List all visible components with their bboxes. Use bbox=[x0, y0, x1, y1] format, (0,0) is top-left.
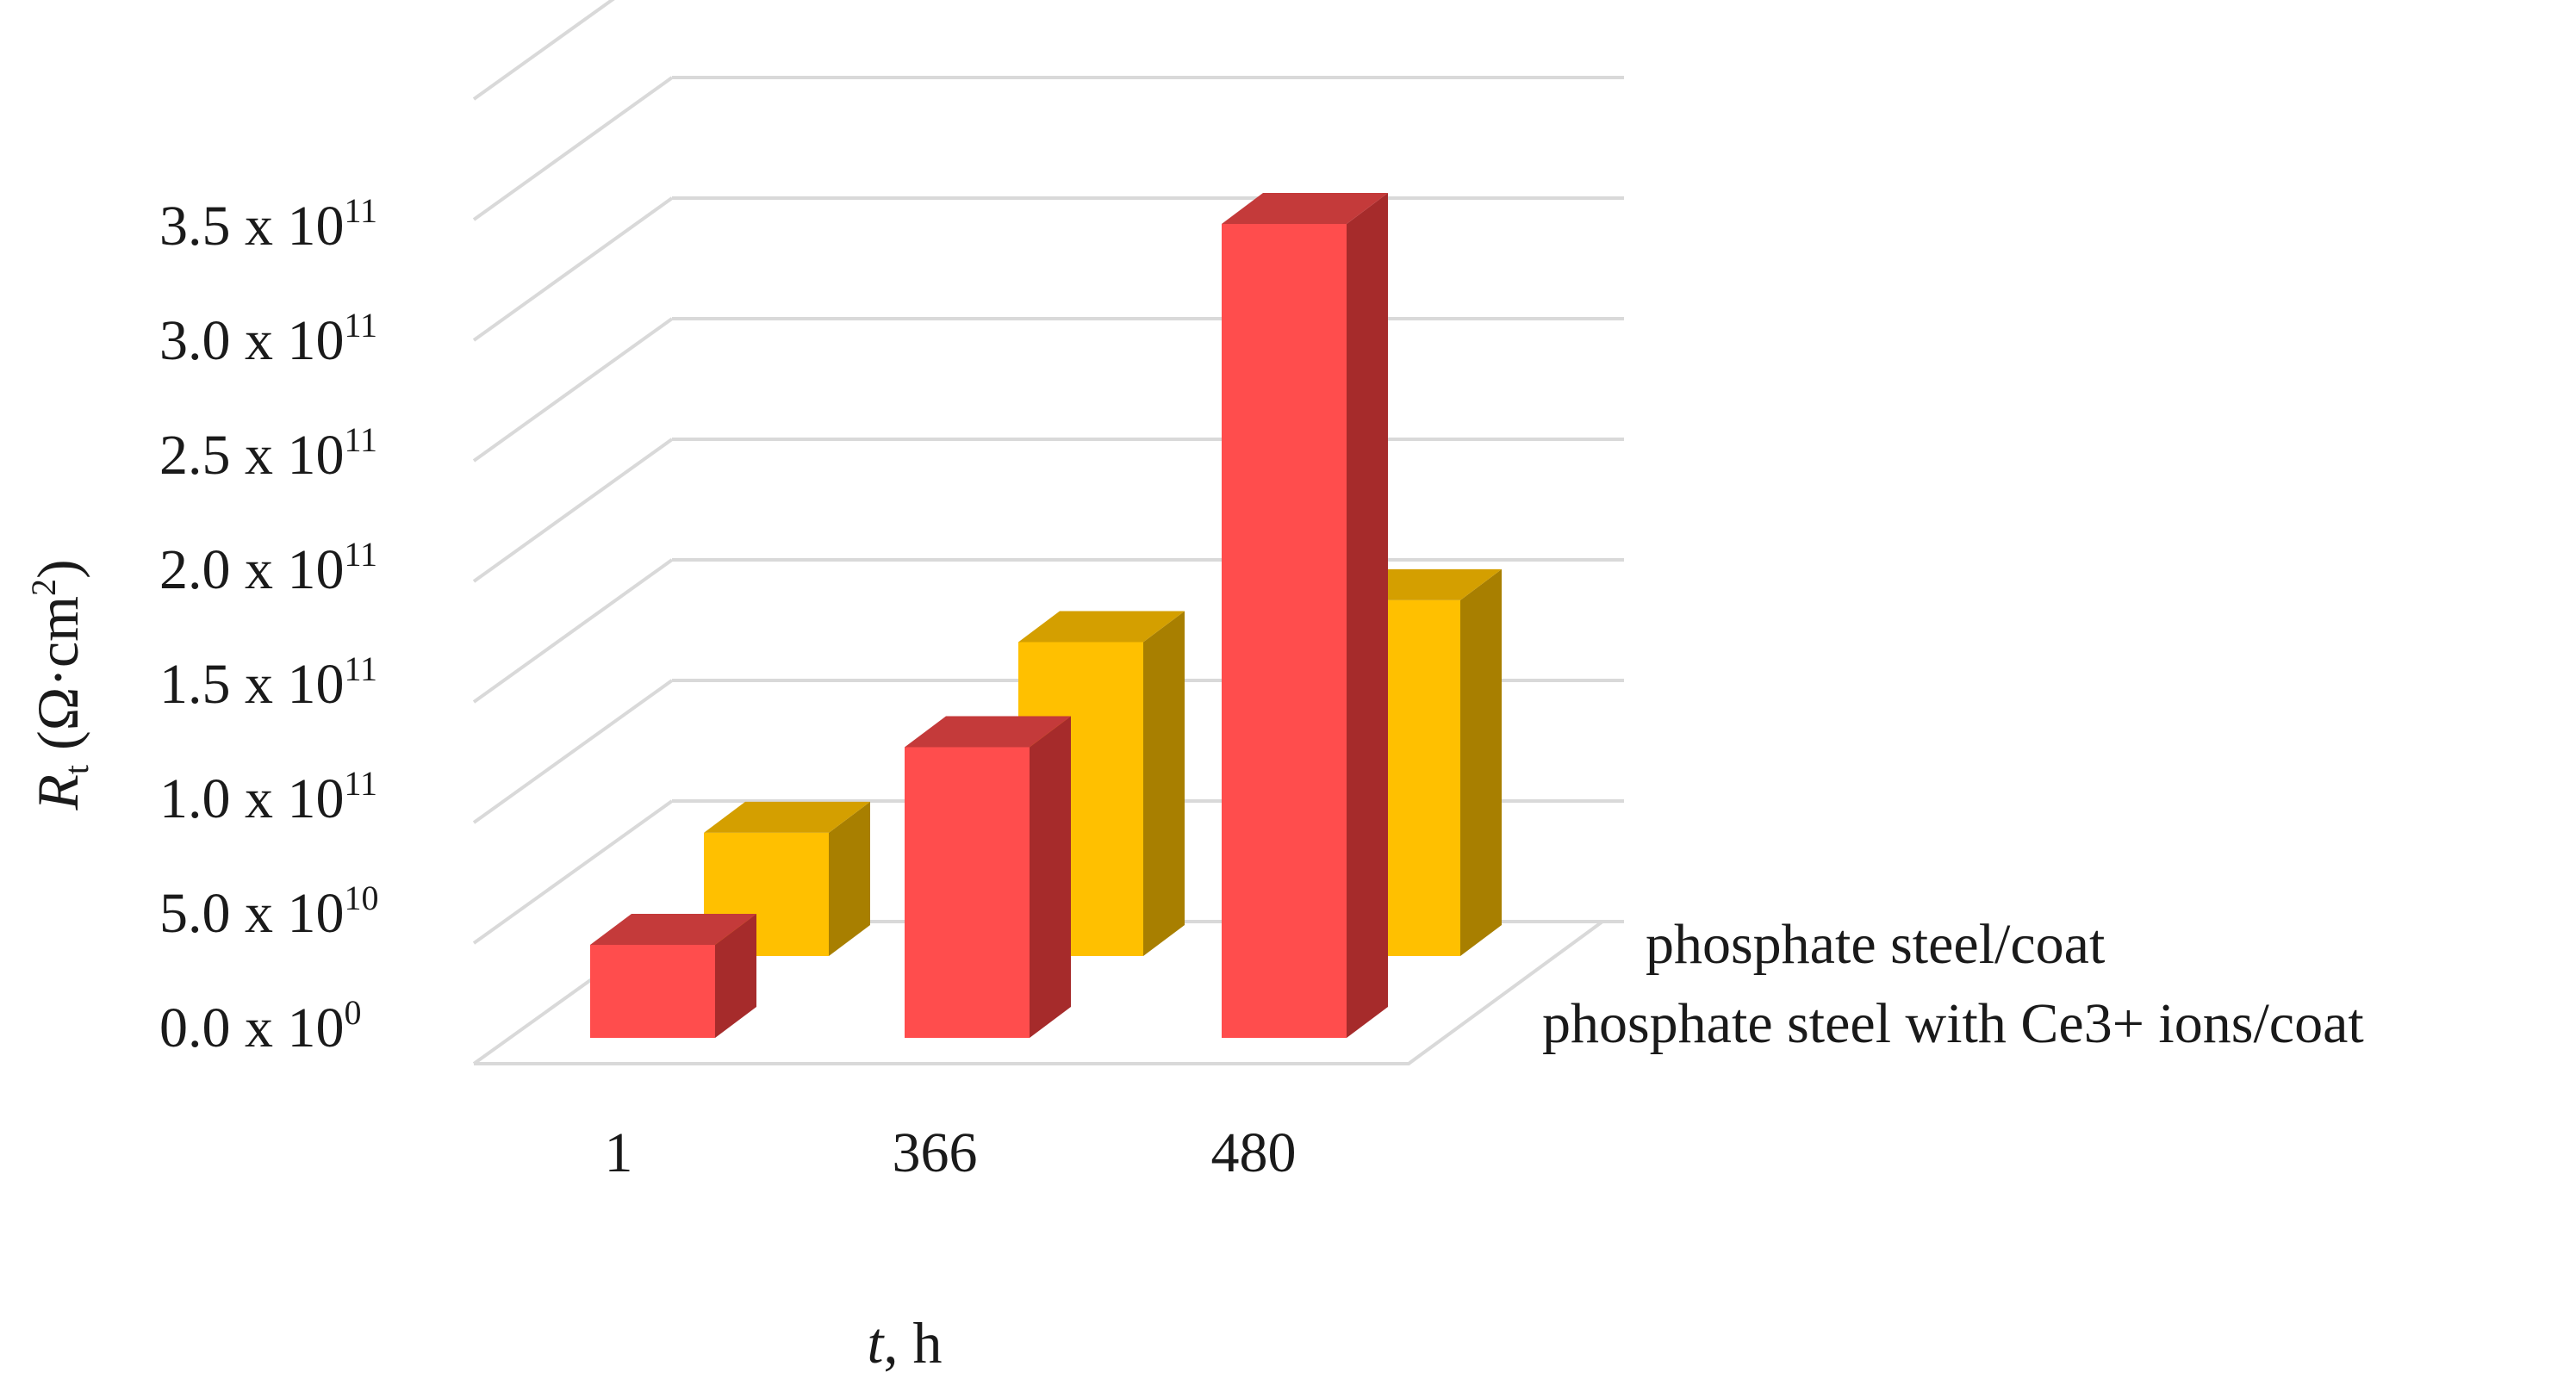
bar-front-series-366-top bbox=[905, 716, 1071, 748]
y-tick-label: 2.5 x 1011 bbox=[159, 420, 377, 487]
gridline-diagonal bbox=[472, 438, 674, 583]
bar-front-series-480-side bbox=[1347, 193, 1388, 1038]
y-axis-unit-exponent: 2 bbox=[24, 579, 63, 596]
floor-outline bbox=[474, 920, 1624, 1065]
y-tick-mantissa: 2.5 x 10 bbox=[159, 424, 345, 487]
y-tick-exponent: 11 bbox=[345, 191, 378, 230]
bar-front-series-480-top bbox=[1222, 193, 1388, 224]
y-tick-label: 5.0 x 1010 bbox=[159, 879, 379, 945]
y-tick-label: 3.5 x 1011 bbox=[159, 191, 377, 258]
bar-front-series-1-front bbox=[590, 945, 715, 1038]
gridline-diagonal bbox=[472, 558, 674, 704]
bar-front-series-366-side bbox=[1030, 716, 1071, 1038]
y-axis-subscript: t bbox=[57, 765, 96, 774]
y-tick-mantissa: 1.5 x 10 bbox=[159, 653, 345, 716]
bar-front-series-366 bbox=[905, 716, 1071, 1038]
bar-back-series-1-top bbox=[704, 801, 870, 833]
gridline-diagonal bbox=[472, 317, 674, 463]
bar-back-series-480-side bbox=[1460, 568, 1502, 956]
y-axis-unit-close: ) bbox=[25, 559, 90, 579]
x-axis-unit: , h bbox=[883, 1310, 942, 1375]
y-tick-mantissa: 2.0 x 10 bbox=[159, 538, 345, 601]
y-tick-mantissa: 5.0 x 10 bbox=[159, 882, 345, 945]
y-tick-mantissa: 3.0 x 10 bbox=[159, 309, 345, 372]
y-tick-exponent: 11 bbox=[345, 764, 378, 803]
bar-front-series-1-side bbox=[715, 914, 756, 1038]
x-tick-label: 366 bbox=[893, 1121, 978, 1184]
y-tick-mantissa: 3.5 x 10 bbox=[159, 195, 345, 258]
y-tick-label: 1.0 x 1011 bbox=[159, 764, 377, 830]
y-axis-symbol: R bbox=[25, 774, 90, 811]
gridline-diagonal bbox=[472, 799, 674, 945]
y-tick-exponent: 11 bbox=[345, 306, 378, 345]
y-tick-label: 1.5 x 1011 bbox=[159, 649, 377, 716]
y-axis-unit: (Ω·cm bbox=[25, 596, 90, 765]
x-axis-title: t, h bbox=[868, 1310, 943, 1375]
y-tick-mantissa: 1.0 x 10 bbox=[159, 767, 345, 830]
bar-front-series-480 bbox=[1222, 193, 1388, 1038]
legend-label-front-series: phosphate steel with Ce3+ ions/coat bbox=[1542, 992, 2364, 1055]
y-tick-mantissa: 0.0 x 10 bbox=[159, 997, 345, 1059]
y-tick-exponent: 11 bbox=[345, 420, 378, 459]
bar-front-series-1-top bbox=[590, 914, 756, 945]
legend-label-back-series: phosphate steel/coat bbox=[1646, 913, 2105, 976]
bar-front-series-1 bbox=[590, 914, 756, 1038]
gridline-diagonal bbox=[472, 76, 674, 221]
y-tick-exponent: 0 bbox=[345, 993, 362, 1032]
bar-back-series-1-side bbox=[829, 801, 870, 956]
y-axis-title: Rt (Ω·cm2) bbox=[24, 559, 96, 810]
bar-back-series-366 bbox=[1018, 611, 1185, 956]
bar-front-series-480-front bbox=[1222, 224, 1347, 1038]
bar-back-series-366-top bbox=[1018, 611, 1185, 643]
y-tick-label: 3.0 x 1011 bbox=[159, 306, 377, 372]
x-tick-labels: 1 366 480 bbox=[605, 1121, 1297, 1184]
bars bbox=[590, 193, 1502, 1038]
legend: phosphate steel/coat phosphate steel with… bbox=[1542, 913, 2364, 1055]
y-tick-exponent: 10 bbox=[345, 879, 379, 917]
y-tick-label: 2.0 x 1011 bbox=[159, 535, 377, 601]
y-tick-exponent: 11 bbox=[345, 649, 378, 688]
x-tick-label: 480 bbox=[1211, 1121, 1297, 1184]
gridline-diagonal bbox=[472, 679, 674, 824]
gridline-diagonal bbox=[472, 196, 674, 342]
bar-back-series-366-side bbox=[1143, 611, 1185, 956]
x-tick-label: 1 bbox=[605, 1121, 633, 1184]
gridline-diagonal bbox=[472, 0, 615, 101]
x-axis-symbol: t bbox=[868, 1310, 886, 1375]
y-tick-label: 0.0 x 100 bbox=[159, 993, 362, 1059]
y-tick-exponent: 11 bbox=[345, 535, 378, 574]
bar-front-series-366-front bbox=[905, 747, 1030, 1038]
